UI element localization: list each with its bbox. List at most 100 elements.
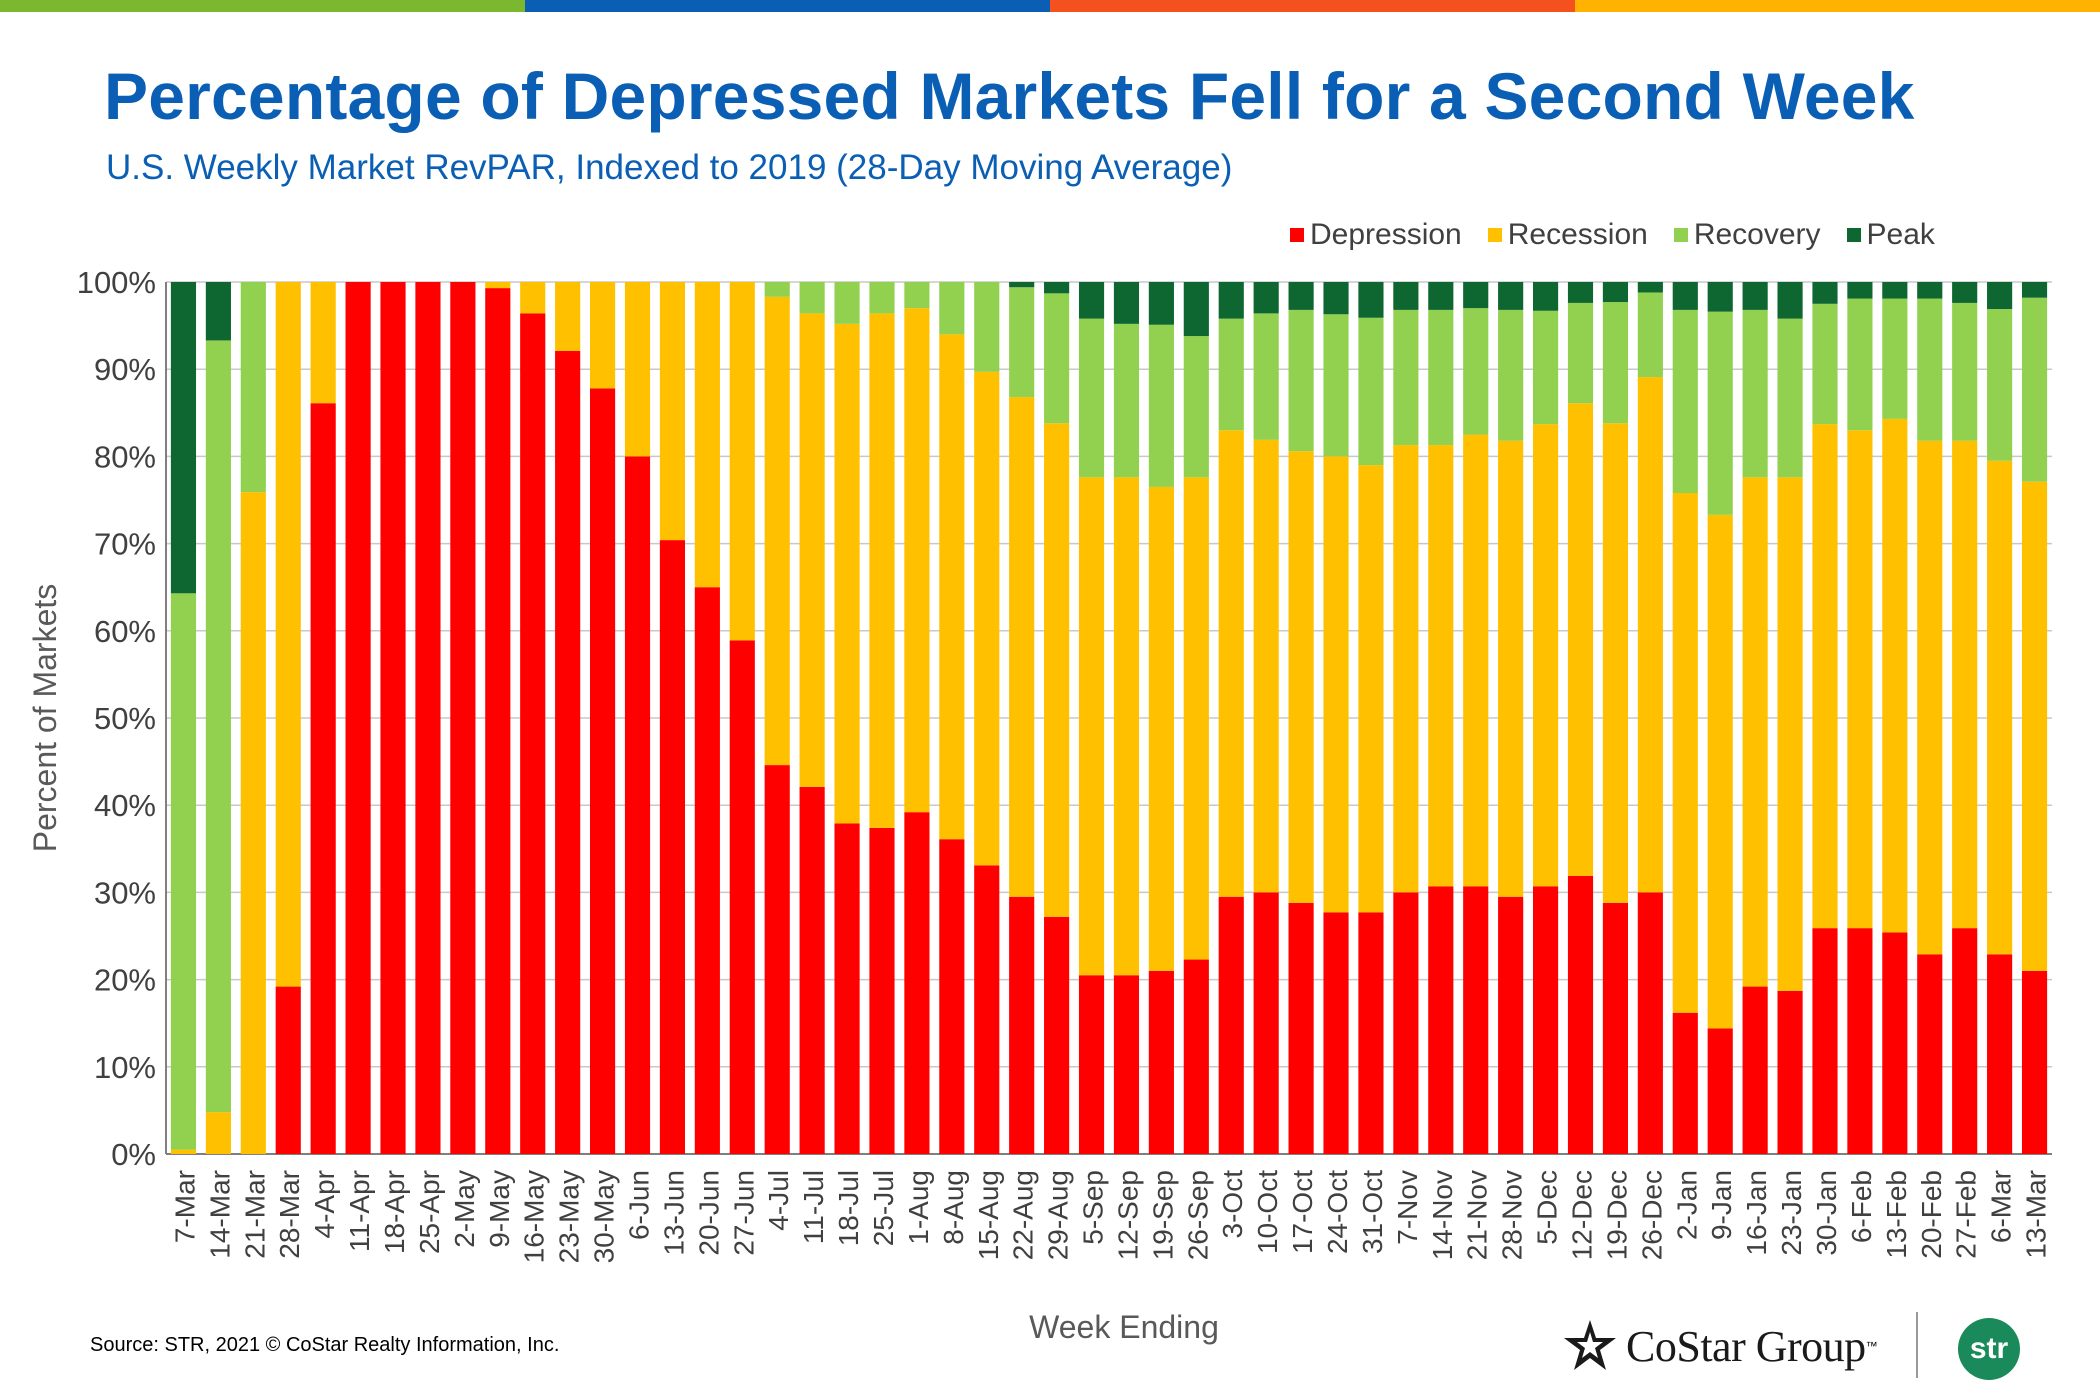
top-bar-segment-blue	[525, 0, 1050, 12]
bar-peak	[1637, 282, 1663, 293]
costar-logo-text: CoStar Group	[1626, 1321, 1866, 1371]
x-tick-label: 23-May	[554, 1170, 585, 1263]
bar-peak	[1952, 282, 1978, 303]
bar-recession	[310, 282, 336, 404]
bar-peak	[1078, 282, 1105, 319]
x-tick-label: 19-Dec	[1601, 1170, 1632, 1260]
x-tick-label: 13-Mar	[2021, 1170, 2052, 1259]
costar-tm: ™	[1865, 1339, 1878, 1353]
legend-label: Depression	[1310, 218, 1462, 251]
bar-depression	[1812, 928, 1838, 1154]
x-tick-label: 7-Mar	[169, 1170, 200, 1243]
bar-peak	[1672, 282, 1698, 310]
bar-depression	[380, 282, 406, 1154]
bar-depression	[1393, 892, 1419, 1154]
bar-peak	[1009, 282, 1035, 288]
bar-peak	[1812, 282, 1838, 304]
legend-label: Recovery	[1693, 218, 1821, 251]
bar-recession	[1777, 477, 1803, 991]
bar-recession	[1498, 440, 1524, 897]
bar-recovery	[1183, 336, 1209, 478]
x-tick-label: 17-Oct	[1287, 1170, 1318, 1254]
x-tick-label: 30-May	[589, 1170, 620, 1263]
bar-recovery	[1882, 298, 1908, 419]
bar-depression	[1707, 1028, 1733, 1154]
legend-swatch	[1487, 228, 1502, 242]
bar-recession	[170, 1149, 197, 1154]
bar-depression	[974, 865, 1000, 1154]
bar-recession	[1288, 451, 1314, 903]
bar-recovery	[1463, 308, 1489, 435]
x-tick-label: 5-Dec	[1532, 1170, 1563, 1245]
bar-recovery	[1672, 309, 1698, 494]
x-tick-label: 14-Mar	[204, 1170, 235, 1259]
legend-item-recovery: Recovery	[1673, 218, 1821, 252]
bar-recession	[1672, 493, 1698, 1013]
bar-peak	[1428, 282, 1454, 310]
x-tick-label: 20-Jun	[693, 1170, 724, 1256]
x-tick-label: 16-May	[519, 1170, 550, 1263]
bar-depression	[834, 823, 860, 1154]
x-tick-label: 20-Feb	[1916, 1170, 1947, 1259]
x-tick-label: 13-Feb	[1881, 1170, 1912, 1259]
bar-recovery	[1078, 318, 1105, 478]
bar-peak	[1358, 282, 1384, 318]
x-tick-label: 1-Aug	[903, 1170, 934, 1245]
bar-recovery	[1917, 298, 1943, 441]
y-tick-label: 10%	[94, 1050, 156, 1085]
costar-group-logo: CoStar Group ™	[1562, 1318, 1878, 1374]
top-bar-segment-yellow	[1575, 0, 2100, 12]
bar-recession	[1742, 477, 1768, 987]
x-tick-label: 8-Aug	[938, 1170, 969, 1245]
x-tick-label: 13-Jun	[658, 1170, 689, 1256]
x-tick-label: 30-Jan	[1811, 1170, 1842, 1256]
bar-recession	[694, 282, 720, 588]
bar-recession	[520, 282, 546, 314]
y-axis-title: Percent of Markets	[27, 584, 63, 853]
bar-recovery	[1358, 317, 1384, 466]
bar-recession	[1567, 403, 1594, 876]
bar-depression	[1637, 892, 1663, 1154]
x-tick-label: 3-Oct	[1217, 1170, 1248, 1239]
bar-recovery	[1009, 287, 1035, 398]
bar-depression	[869, 827, 895, 1154]
bar-recovery	[1044, 293, 1070, 424]
x-tick-label: 6-Jun	[624, 1170, 655, 1240]
bar-recession	[1078, 477, 1105, 976]
bar-depression	[1288, 902, 1314, 1154]
x-tick-label: 5-Sep	[1078, 1170, 1109, 1245]
bar-depression	[310, 403, 336, 1154]
bar-recession	[659, 282, 685, 541]
bar-recession	[729, 282, 755, 641]
bar-recession	[205, 1112, 231, 1154]
bar-recovery	[1288, 309, 1314, 452]
bar-depression	[1742, 986, 1768, 1154]
bar-peak	[170, 282, 197, 594]
x-tick-label: 4-Jul	[763, 1170, 794, 1231]
bar-depression	[1218, 896, 1244, 1154]
x-tick-label: 25-Jul	[868, 1170, 899, 1246]
y-tick-label: 90%	[94, 352, 156, 387]
bar-recovery	[869, 282, 895, 314]
x-tick-label: 19-Sep	[1147, 1170, 1178, 1260]
bar-recovery	[1567, 302, 1594, 404]
x-tick-label: 28-Mar	[274, 1170, 305, 1259]
bar-recovery	[1113, 323, 1140, 478]
bar-depression	[1777, 990, 1803, 1154]
bar-recovery	[205, 340, 231, 1113]
bar-recession	[1637, 377, 1663, 893]
bar-peak	[1987, 282, 2013, 310]
bar-depression	[1917, 954, 1943, 1154]
bar-depression	[1602, 902, 1628, 1154]
bar-recovery	[799, 282, 825, 314]
bar-depression	[659, 540, 685, 1154]
bar-peak	[1742, 282, 1768, 310]
bar-peak	[1567, 282, 1594, 303]
str-logo: str	[1958, 1318, 2020, 1380]
x-tick-label: 14-Nov	[1427, 1170, 1458, 1260]
bar-depression	[764, 765, 790, 1154]
x-tick-label: 18-Apr	[379, 1170, 410, 1254]
y-tick-label: 100%	[77, 265, 156, 300]
x-tick-label: 21-Mar	[239, 1170, 270, 1259]
